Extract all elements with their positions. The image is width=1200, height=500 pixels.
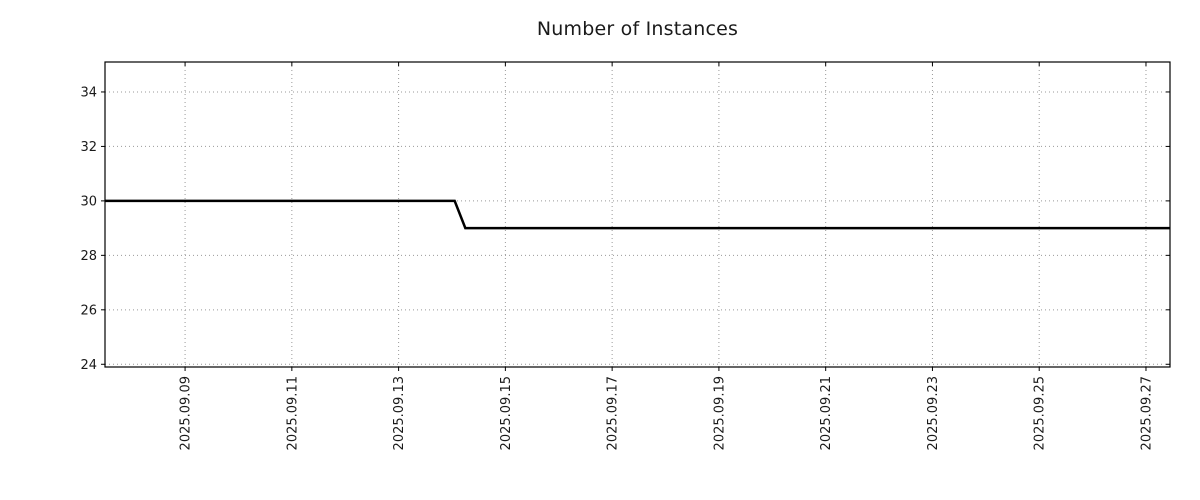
x-tick-label: 2025.09.21 (819, 376, 834, 450)
y-tick-label: 34 (80, 85, 97, 100)
x-tick-label: 2025.09.13 (392, 376, 407, 450)
series-line-instances (105, 199, 1170, 230)
plot-border (104, 61, 1171, 368)
x-tick-label: 2025.09.17 (606, 376, 621, 450)
y-tick-label: 28 (80, 249, 97, 264)
x-tick-label: 2025.09.27 (1139, 376, 1154, 450)
x-tick-label: 2025.09.15 (499, 376, 514, 450)
x-tick-label: 2025.09.19 (712, 376, 727, 450)
x-tick-label: 2025.09.09 (179, 376, 194, 450)
x-tick-label: 2025.09.25 (1033, 376, 1048, 450)
y-tick-label: 30 (80, 194, 97, 209)
y-tick-label: 32 (80, 140, 97, 155)
chart-title: Number of Instances (536, 18, 739, 40)
y-tick-label: 24 (80, 358, 97, 373)
y-tick-label: 26 (80, 303, 97, 318)
x-tick-label: 2025.09.23 (926, 376, 941, 450)
x-tick-label: 2025.09.11 (285, 376, 300, 450)
